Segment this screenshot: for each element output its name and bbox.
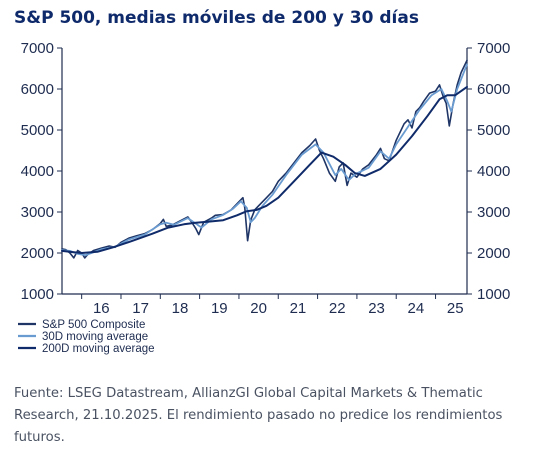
x-tick-label: 24 <box>408 300 425 317</box>
y-tick-label-right: 7000 <box>477 40 510 57</box>
y-tick-label-left: 1000 <box>21 286 54 303</box>
x-tick-label: 18 <box>172 300 189 317</box>
y-tick-label-right: 4000 <box>477 163 510 180</box>
source-note: Fuente: LSEG Datastream, AllianzGI Globa… <box>14 386 503 445</box>
y-tick-label-right: 6000 <box>477 81 510 98</box>
series-line-200d-moving-average <box>61 85 468 254</box>
y-tick-label-right: 2000 <box>477 245 510 262</box>
x-tick-label: 16 <box>93 300 110 317</box>
x-tick-label: 25 <box>447 300 464 317</box>
series-line-sp500-composite <box>61 59 468 259</box>
chart-axes: 1000 1000 2000 2000 3000 3000 4000 4000 5000 5000… <box>21 40 511 317</box>
y-tick-label-left: 5000 <box>21 122 54 139</box>
legend-item-30d-moving-average-label: 30D moving average <box>42 331 148 343</box>
y-tick-label-right: 5000 <box>477 122 510 139</box>
y-tick-label-left: 6000 <box>21 81 54 98</box>
y-tick-label-left: 3000 <box>21 204 54 221</box>
chart: 1000 1000 2000 2000 3000 3000 4000 4000 5000 5000… <box>18 40 511 355</box>
y-tick-label-left: 7000 <box>21 40 54 57</box>
x-tick-label: 23 <box>368 300 385 317</box>
x-tick-label: 22 <box>329 300 346 317</box>
chart-title: S&P 500, medias móviles de 200 y 30 días <box>14 8 419 28</box>
y-tick-label-left: 4000 <box>21 163 54 180</box>
series-line-30d-moving-average <box>61 63 468 257</box>
y-tick-label-right: 3000 <box>477 204 510 221</box>
legend-item-200d-moving-average-label: 200D moving average <box>42 343 155 355</box>
y-tick-label-left: 2000 <box>21 245 54 262</box>
x-tick-label: 20 <box>250 300 267 317</box>
y-tick-label-right: 1000 <box>477 286 510 303</box>
legend-item-sp500-composite-label: S&P 500 Composite <box>42 319 145 331</box>
x-tick-label: 19 <box>211 300 228 317</box>
x-tick-label: 21 <box>290 300 307 317</box>
x-tick-label: 17 <box>132 300 149 317</box>
chart-series <box>61 59 468 259</box>
